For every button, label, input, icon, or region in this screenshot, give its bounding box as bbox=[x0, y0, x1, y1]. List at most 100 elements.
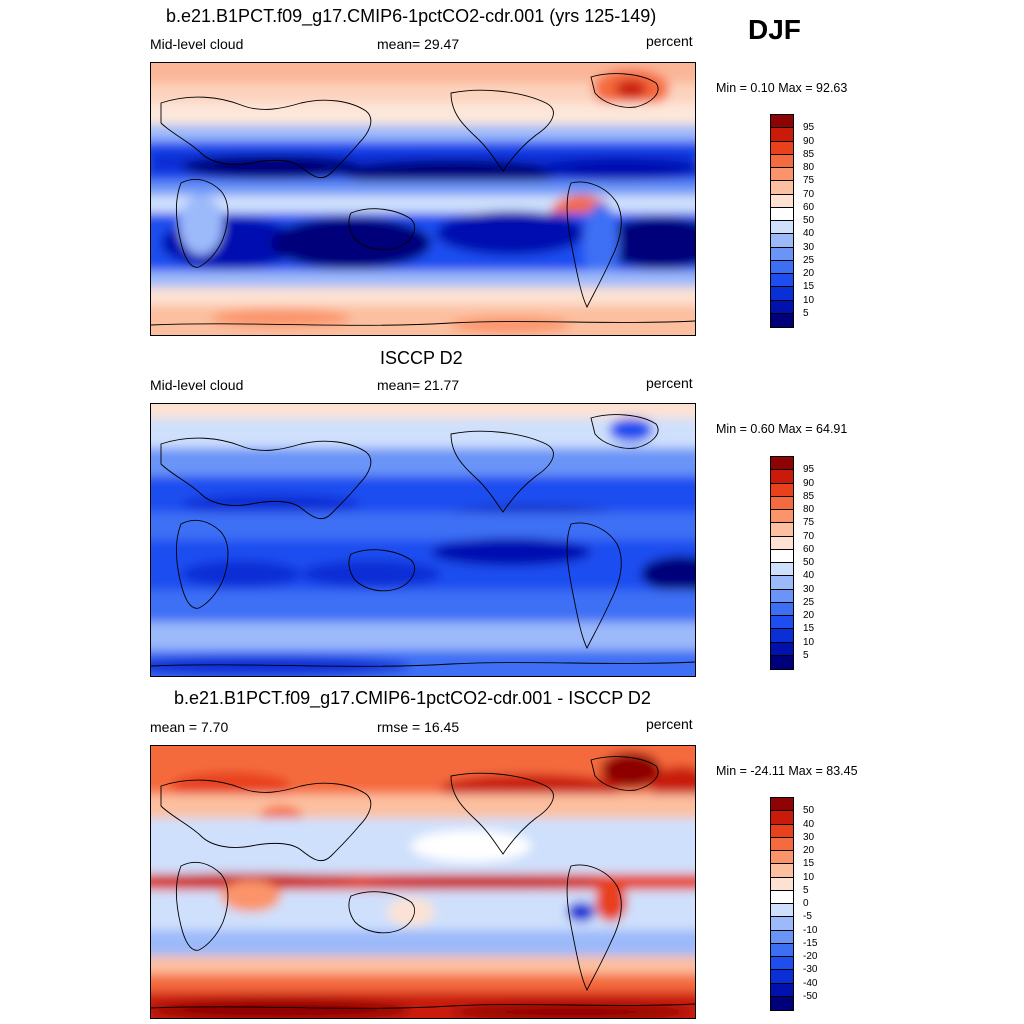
colorbar-3-swatch bbox=[771, 917, 793, 931]
colorbar-3-tick-label: 5 bbox=[803, 884, 809, 896]
panel-1-map bbox=[150, 62, 696, 336]
colorbar-1-tick-label: 60 bbox=[803, 201, 815, 213]
colorbar-1-swatch bbox=[771, 247, 793, 261]
colorbar-2-swatch bbox=[771, 457, 793, 471]
colorbar-3-swatch bbox=[771, 904, 793, 918]
colorbar-2-swatch bbox=[771, 589, 793, 603]
colorbar-2-tick-label: 75 bbox=[803, 517, 815, 529]
colorbar-2-tick-label: 30 bbox=[803, 583, 815, 595]
colorbar-1-swatch bbox=[771, 313, 793, 327]
colorbar-1-tick-label: 85 bbox=[803, 148, 815, 160]
colorbar-2-swatch bbox=[771, 510, 793, 524]
colorbar-3-tick-label: 0 bbox=[803, 898, 809, 909]
colorbar-2-tick-label: 40 bbox=[803, 570, 815, 582]
colorbar-1-tick-label: 15 bbox=[803, 281, 815, 293]
colorbar-3-swatch bbox=[771, 996, 793, 1010]
colorbar-1-tick-label: 95 bbox=[803, 122, 815, 134]
colorbar-3-tick-label: -10 bbox=[803, 924, 818, 936]
panel-2-mean-label: mean= 21.77 bbox=[377, 377, 460, 393]
colorbar-2-swatch bbox=[771, 536, 793, 550]
panel-3-map bbox=[150, 745, 696, 1019]
panel-2-variable-label: Mid-level cloud bbox=[150, 377, 244, 393]
colorbar-3-tick-label: 15 bbox=[803, 858, 815, 870]
colorbar-3-tick-label: -15 bbox=[803, 937, 818, 949]
panel-1-variable-label: Mid-level cloud bbox=[150, 36, 244, 52]
colorbar-1-swatch bbox=[771, 141, 793, 155]
colorbar-1-swatch bbox=[771, 274, 793, 288]
colorbar-3-tick-label: 40 bbox=[803, 818, 815, 830]
colorbar-1-tick-label: 25 bbox=[803, 254, 815, 266]
colorbar-1-swatch bbox=[771, 300, 793, 314]
colorbar-3-tick-label: -5 bbox=[803, 911, 812, 923]
colorbar-3-swatch bbox=[771, 943, 793, 957]
colorbar-3-swatch bbox=[771, 970, 793, 984]
panel-3-mean-label: mean = 7.70 bbox=[150, 719, 229, 735]
colorbar-2-swatch bbox=[771, 629, 793, 643]
colorbar-2-tick-label: 80 bbox=[803, 504, 815, 515]
colorbar-1-tick-label: 50 bbox=[803, 215, 815, 226]
colorbar-3-swatch bbox=[771, 877, 793, 891]
colorbar-2-tick-label: 85 bbox=[803, 490, 815, 502]
colorbar-3-swatch bbox=[771, 811, 793, 825]
panel-3-title: b.e21.B1PCT.f09_g17.CMIP6-1pctCO2-cdr.00… bbox=[174, 688, 651, 708]
colorbar-1-swatch bbox=[771, 287, 793, 301]
colorbar-1-swatch bbox=[771, 207, 793, 221]
colorbar-1-swatch bbox=[771, 260, 793, 274]
colorbar-1-tick-label: 40 bbox=[803, 228, 815, 240]
colorbar-2-swatch bbox=[771, 549, 793, 563]
colorbar-2-tick-label: 25 bbox=[803, 596, 815, 608]
colorbar-1-swatch bbox=[771, 115, 793, 129]
colorbar-3-swatch bbox=[771, 798, 793, 812]
colorbar-3-swatch bbox=[771, 983, 793, 997]
colorbar-2-tick-label: 5 bbox=[803, 649, 809, 661]
colorbar-1-tick-label: 5 bbox=[803, 307, 809, 319]
colorbar-1-tick-label: 70 bbox=[803, 188, 815, 200]
colorbar-2-swatch bbox=[771, 523, 793, 537]
colorbar-2-swatch bbox=[771, 602, 793, 616]
colorbar-3-tick-label: -50 bbox=[803, 990, 818, 1002]
colorbar-2-swatch bbox=[771, 563, 793, 577]
colorbar-2-swatch bbox=[771, 655, 793, 669]
colorbar-3-tick-label: -40 bbox=[803, 977, 818, 989]
panel-1-colorbar bbox=[770, 114, 794, 328]
colorbar-2-swatch bbox=[771, 576, 793, 590]
colorbar-2-tick-label: 95 bbox=[803, 464, 815, 476]
panel-2-title: ISCCP D2 bbox=[380, 348, 463, 368]
colorbar-3-tick-label: 10 bbox=[803, 871, 815, 883]
panel-2-colorbar bbox=[770, 456, 794, 670]
colorbar-2-swatch bbox=[771, 470, 793, 484]
panel-3-rmse-label: rmse = 16.45 bbox=[377, 719, 460, 735]
panel-3-colorbar bbox=[770, 797, 794, 1011]
panel-2-map bbox=[150, 403, 696, 677]
colorbar-2-swatch bbox=[771, 616, 793, 630]
colorbar-2-tick-label: 10 bbox=[803, 636, 815, 648]
colorbar-1-tick-label: 10 bbox=[803, 294, 815, 306]
colorbar-2-tick-label: 20 bbox=[803, 610, 815, 621]
colorbar-3-swatch bbox=[771, 957, 793, 971]
season-label: DJF bbox=[748, 14, 801, 45]
colorbar-2-swatch bbox=[771, 483, 793, 497]
colorbar-3-swatch bbox=[771, 890, 793, 904]
colorbar-3-swatch bbox=[771, 837, 793, 851]
colorbar-2-tick-label: 70 bbox=[803, 530, 815, 542]
colorbar-2-tick-label: 60 bbox=[803, 543, 815, 555]
colorbar-3-tick-label: 50 bbox=[803, 805, 815, 817]
colorbar-1-tick-label: 75 bbox=[803, 175, 815, 187]
colorbar-1-tick-label: 20 bbox=[803, 268, 815, 279]
colorbar-1-swatch bbox=[771, 128, 793, 142]
panel-1-mean-label: mean= 29.47 bbox=[377, 36, 460, 52]
colorbar-3-swatch bbox=[771, 930, 793, 944]
panel-3-units-label: percent bbox=[646, 716, 693, 732]
colorbar-1-swatch bbox=[771, 234, 793, 248]
colorbar-1-tick-label: 80 bbox=[803, 162, 815, 173]
colorbar-3-tick-label: 30 bbox=[803, 831, 815, 843]
colorbar-2-tick-label: 15 bbox=[803, 623, 815, 635]
panel-1-units-label: percent bbox=[646, 33, 693, 49]
colorbar-3-swatch bbox=[771, 824, 793, 838]
colorbar-1-swatch bbox=[771, 181, 793, 195]
colorbar-1-swatch bbox=[771, 194, 793, 208]
colorbar-2-swatch bbox=[771, 642, 793, 656]
colorbar-3-swatch bbox=[771, 851, 793, 865]
colorbar-2-swatch bbox=[771, 496, 793, 510]
panel-3-minmax: Min = -24.11 Max = 83.45 bbox=[716, 764, 858, 778]
